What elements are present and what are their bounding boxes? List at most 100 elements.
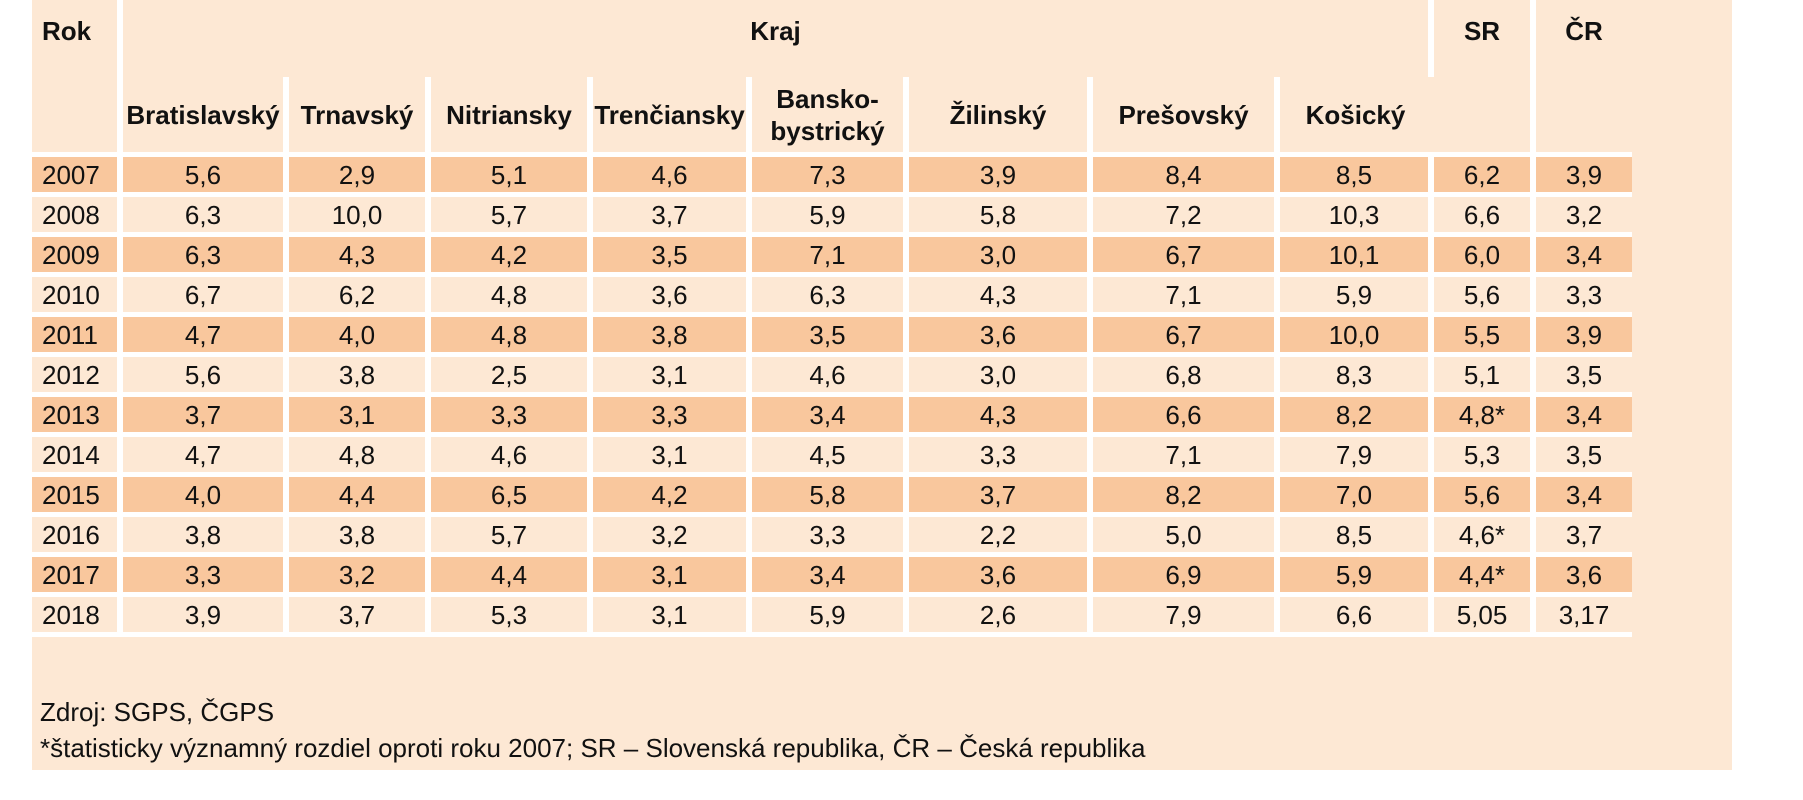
value-cell: 5,6 — [120, 354, 289, 397]
value-cell: 4,3 — [286, 234, 431, 277]
value-cell: 6,0 — [1431, 234, 1536, 277]
header-region-6: Prešovský — [1090, 77, 1280, 157]
value-cell: 4,8 — [286, 434, 431, 477]
value-cell: 4,4 — [286, 474, 431, 517]
table-row: 2018 3,9 3,7 5,3 3,1 5,9 2,6 7,9 6,6 5,05 3,17 — [32, 594, 1632, 637]
value-cell: 3,1 — [590, 554, 752, 597]
value-cell: 6,8 — [1090, 354, 1280, 397]
value-cell: 3,0 — [906, 234, 1093, 277]
value-cell: 4,8 — [428, 274, 593, 317]
value-cell: 3,9 — [1533, 154, 1632, 197]
table-row: 2010 6,7 6,2 4,8 3,6 6,3 4,3 7,1 5,9 5,6 3,3 — [32, 274, 1632, 317]
year-cell: 2008 — [32, 194, 123, 237]
value-cell: 6,2 — [1431, 154, 1536, 197]
value-cell: 3,8 — [286, 514, 431, 557]
table-footnotes: Zdroj: SGPS, ČGPS *štatisticky významný … — [40, 694, 1146, 766]
value-cell: 7,1 — [1090, 274, 1280, 317]
value-cell: 6,6 — [1090, 394, 1280, 437]
value-cell: 3,1 — [590, 594, 752, 637]
value-cell: 3,7 — [1533, 514, 1632, 557]
year-cell: 2015 — [32, 474, 123, 517]
value-cell: 3,6 — [1533, 554, 1632, 597]
header-row-regions: Bratislavský Trnavský Nitriansky Trenčiansk… — [32, 77, 1632, 157]
value-cell: 5,6 — [1431, 274, 1536, 317]
value-cell: 3,5 — [1533, 354, 1632, 397]
value-cell: 2,9 — [286, 154, 431, 197]
value-cell: 3,3 — [120, 554, 289, 597]
header-region-2: Nitriansky — [428, 77, 593, 157]
value-cell: 4,2 — [590, 474, 752, 517]
value-cell: 5,3 — [428, 594, 593, 637]
value-cell: 5,9 — [749, 194, 909, 237]
value-cell: 4,8 — [428, 314, 593, 357]
value-cell: 8,5 — [1277, 514, 1434, 557]
header-region-0: Bratislavský — [120, 77, 289, 157]
table-row: 2008 6,3 10,0 5,7 3,7 5,9 5,8 7,2 10,3 6,6 3,2 — [32, 194, 1632, 237]
value-cell: 10,0 — [1277, 314, 1434, 357]
value-cell: 2,2 — [906, 514, 1093, 557]
value-cell: 5,7 — [428, 514, 593, 557]
value-cell: 4,5 — [749, 434, 909, 477]
value-cell: 5,1 — [428, 154, 593, 197]
value-cell: 6,3 — [120, 194, 289, 237]
value-cell: 5,0 — [1090, 514, 1280, 557]
value-cell: 8,5 — [1277, 154, 1434, 197]
header-kraj: Kraj — [120, 0, 1434, 77]
value-cell: 3,2 — [286, 554, 431, 597]
value-cell: 5,8 — [906, 194, 1093, 237]
value-cell: 4,6 — [428, 434, 593, 477]
value-cell: 6,5 — [428, 474, 593, 517]
value-cell: 3,4 — [1533, 474, 1632, 517]
value-cell: 5,9 — [1277, 274, 1434, 317]
value-cell: 7,1 — [749, 234, 909, 277]
value-cell: 7,3 — [749, 154, 909, 197]
value-cell: 6,6 — [1431, 194, 1536, 237]
value-cell: 5,8 — [749, 474, 909, 517]
value-cell: 6,7 — [120, 274, 289, 317]
value-cell: 10,0 — [286, 194, 431, 237]
value-cell: 4,7 — [120, 434, 289, 477]
value-cell: 7,9 — [1090, 594, 1280, 637]
data-table: Rok Kraj SR ČR Bratislavský Trnavský Nitri… — [32, 0, 1632, 637]
value-cell: 3,0 — [906, 354, 1093, 397]
year-cell: 2011 — [32, 314, 123, 357]
value-cell: 4,4* — [1431, 554, 1536, 597]
table-row: 2007 5,6 2,9 5,1 4,6 7,3 3,9 8,4 8,5 6,2 3,9 — [32, 154, 1632, 197]
value-cell: 3,8 — [286, 354, 431, 397]
value-cell: 8,3 — [1277, 354, 1434, 397]
value-cell: 4,4 — [428, 554, 593, 597]
table-row: 2015 4,0 4,4 6,5 4,2 5,8 3,7 8,2 7,0 5,6 3,4 — [32, 474, 1632, 517]
value-cell: 4,8* — [1431, 394, 1536, 437]
value-cell: 3,6 — [590, 274, 752, 317]
value-cell: 8,2 — [1277, 394, 1434, 437]
year-cell: 2018 — [32, 594, 123, 637]
value-cell: 3,2 — [1533, 194, 1632, 237]
value-cell: 5,5 — [1431, 314, 1536, 357]
value-cell: 3,5 — [749, 314, 909, 357]
value-cell: 4,3 — [906, 394, 1093, 437]
value-cell: 5,6 — [1431, 474, 1536, 517]
value-cell: 3,9 — [906, 154, 1093, 197]
value-cell: 6,3 — [120, 234, 289, 277]
year-cell: 2017 — [32, 554, 123, 597]
value-cell: 10,3 — [1277, 194, 1434, 237]
header-region-3: Trenčiansky — [590, 77, 752, 157]
year-cell: 2010 — [32, 274, 123, 317]
value-cell: 7,1 — [1090, 434, 1280, 477]
year-cell: 2016 — [32, 514, 123, 557]
header-region-7: Košický — [1277, 77, 1431, 157]
value-cell: 6,6 — [1277, 594, 1434, 637]
value-cell: 7,0 — [1277, 474, 1434, 517]
value-cell: 2,6 — [906, 594, 1093, 637]
year-cell: 2007 — [32, 154, 123, 197]
value-cell: 3,1 — [286, 394, 431, 437]
source-note: Zdroj: SGPS, ČGPS — [40, 697, 275, 727]
value-cell: 3,3 — [906, 434, 1093, 477]
header-sr: SR — [1431, 0, 1536, 157]
year-cell: 2012 — [32, 354, 123, 397]
header-region-4: Bansko- bystrický — [749, 77, 909, 157]
value-cell: 3,8 — [590, 314, 752, 357]
table-row: 2012 5,6 3,8 2,5 3,1 4,6 3,0 6,8 8,3 5,1 3,5 — [32, 354, 1632, 397]
value-cell: 3,4 — [749, 394, 909, 437]
value-cell: 3,7 — [286, 594, 431, 637]
